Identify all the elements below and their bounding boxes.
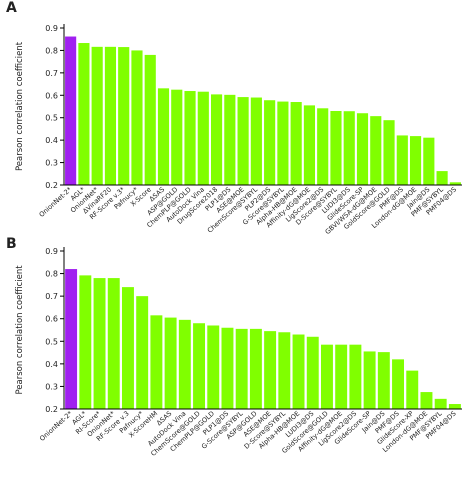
bar [65, 269, 78, 409]
y-tick-label: 0.9 [45, 247, 58, 256]
bar [121, 287, 134, 409]
bar [104, 46, 117, 186]
bar [210, 94, 223, 185]
bar [224, 94, 236, 185]
y-axis-title: Pearson correlation coefficient [15, 41, 25, 171]
y-tick-label: 0.3 [45, 382, 58, 391]
bar [91, 46, 103, 186]
bar [277, 101, 289, 185]
y-axis-title: Pearson correlation coefficient [15, 265, 25, 395]
bar [221, 327, 234, 409]
bar [436, 171, 448, 185]
bar [237, 97, 249, 185]
y-tick-label: 0.7 [45, 69, 58, 78]
bar [171, 89, 183, 185]
bar [306, 336, 319, 409]
bar [370, 116, 382, 185]
bar [144, 54, 156, 185]
bar [392, 359, 405, 409]
bar [184, 91, 196, 185]
bar [250, 97, 262, 185]
panel-label: B [6, 236, 17, 252]
y-tick-label: 0.6 [45, 91, 58, 100]
bar [65, 36, 77, 185]
bar [448, 404, 461, 409]
x-tick-label: OnionNet-2* [38, 185, 74, 219]
bar [363, 351, 376, 409]
x-tick-label: OnionNet-2* [38, 409, 74, 443]
y-tick-label: 0.3 [45, 159, 58, 168]
bar [449, 182, 461, 185]
bar [330, 110, 342, 185]
y-tick-label: 0.8 [45, 46, 58, 55]
bar [178, 319, 191, 409]
bar [197, 91, 209, 185]
bar [290, 102, 302, 185]
bar [423, 137, 435, 185]
bar [107, 278, 120, 409]
y-tick-label: 0.7 [45, 292, 58, 301]
bar [292, 334, 305, 409]
y-tick-label: 0.5 [45, 337, 58, 346]
bar [409, 136, 422, 185]
bar [93, 278, 106, 409]
y-tick-label: 0.2 [45, 405, 58, 414]
bar [164, 317, 177, 409]
bar [434, 398, 447, 409]
bar [131, 50, 143, 185]
bar [396, 135, 408, 185]
bar [264, 100, 276, 185]
bar [303, 105, 316, 185]
bar [383, 120, 395, 185]
bar [249, 328, 262, 409]
bar [235, 328, 248, 409]
bar [349, 344, 362, 409]
bar [377, 352, 390, 409]
y-tick-label: 0.6 [45, 315, 58, 324]
y-tick-label: 0.9 [45, 24, 58, 33]
y-tick-label: 0.8 [45, 270, 58, 279]
bar [150, 315, 163, 409]
bar [406, 370, 419, 409]
y-tick-label: 0.4 [45, 360, 58, 369]
panel-label: A [6, 0, 17, 16]
bar [343, 111, 355, 185]
bar [317, 108, 329, 185]
bar [118, 47, 130, 185]
bar [356, 113, 369, 185]
bar [207, 325, 220, 409]
y-tick-label: 0.2 [45, 181, 58, 190]
bar [79, 275, 92, 409]
bar [136, 296, 149, 409]
bar [335, 344, 348, 409]
y-tick-label: 0.5 [45, 114, 58, 123]
y-tick-label: 0.4 [45, 136, 58, 145]
bar [420, 392, 433, 409]
bar [278, 332, 291, 409]
bar [320, 344, 333, 409]
bar [78, 43, 90, 185]
bar [193, 323, 206, 409]
bar [157, 88, 170, 185]
bar [264, 331, 277, 409]
